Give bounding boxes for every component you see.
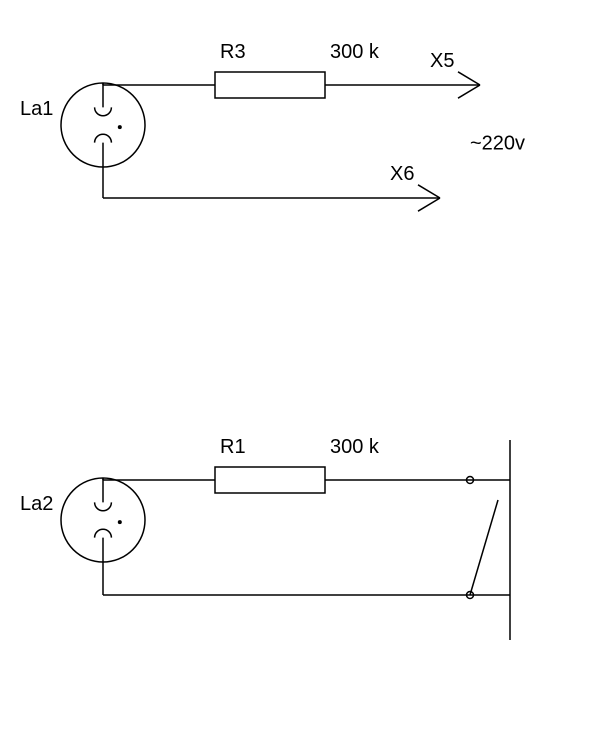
r1-label: R1	[220, 436, 246, 458]
path-element	[95, 107, 112, 115]
r3-label: R3	[220, 41, 246, 63]
line-element	[418, 185, 440, 198]
line-element	[470, 500, 498, 595]
line-element	[458, 85, 480, 98]
r1-value: 300 k	[330, 436, 380, 458]
r3-value: 300 k	[330, 41, 380, 63]
lamp1-label: La1	[20, 98, 53, 120]
x5-label: X5	[430, 50, 454, 72]
circle-element	[118, 520, 122, 524]
path-element	[95, 502, 112, 510]
lamp2-label: La2	[20, 493, 53, 515]
rect-element	[215, 467, 325, 493]
path-element	[95, 134, 112, 142]
line-element	[418, 198, 440, 211]
voltage-label: ~220v	[470, 133, 525, 155]
line-element	[458, 72, 480, 85]
path-element	[95, 529, 112, 537]
x6-label: X6	[390, 163, 414, 185]
rect-element	[215, 72, 325, 98]
circle-element	[118, 125, 122, 129]
